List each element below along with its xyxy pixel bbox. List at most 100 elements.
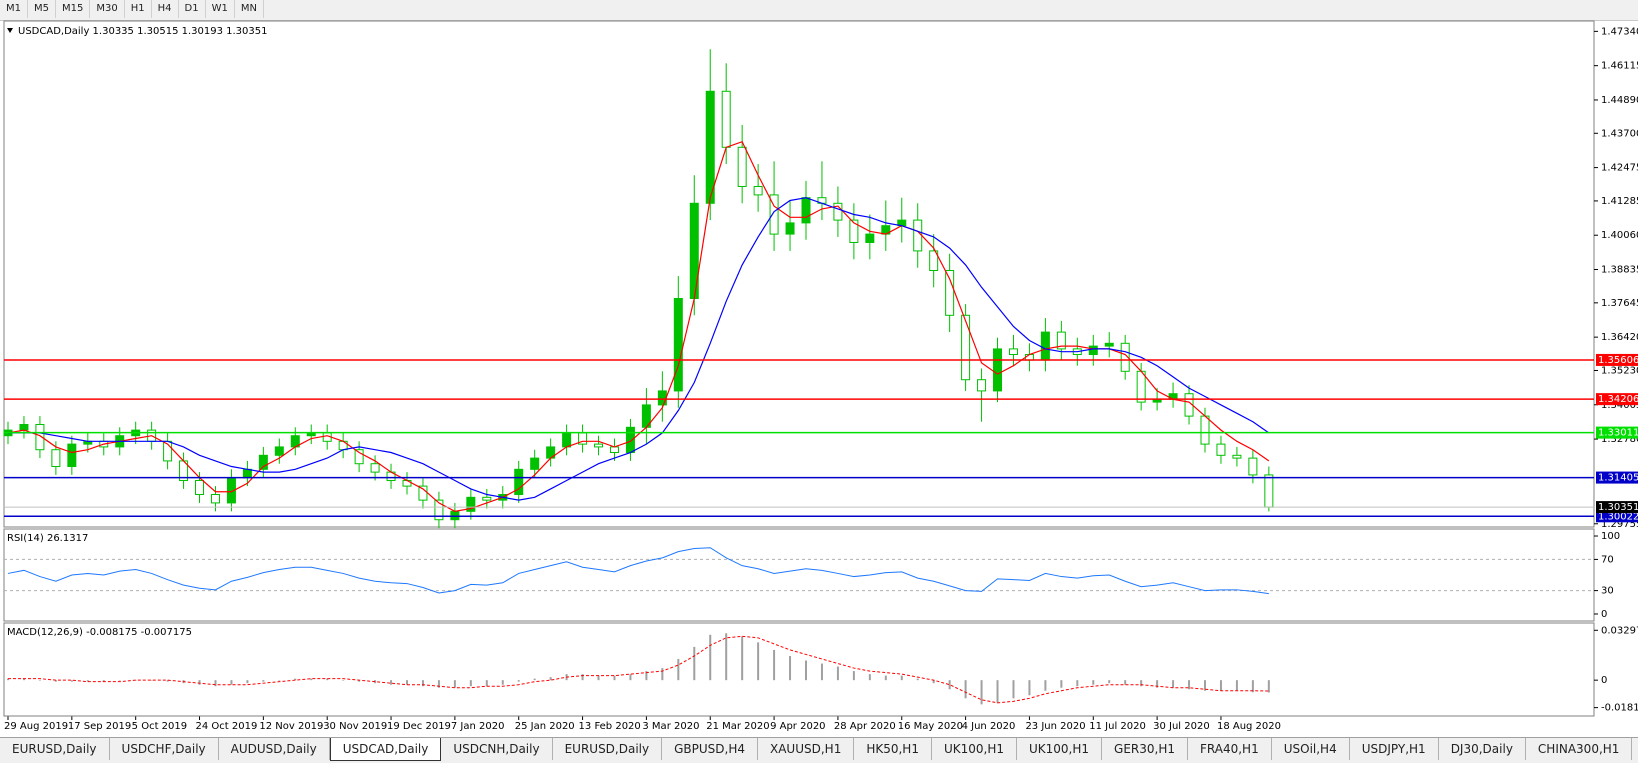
timeframe-button[interactable]: H1 [125, 0, 152, 18]
candle-body [785, 222, 795, 235]
timeframe-button[interactable]: M5 [28, 0, 56, 18]
chart-tab[interactable]: CHINA300,H1 [1526, 738, 1633, 760]
macd-bar [86, 680, 89, 682]
macd-bar [836, 666, 839, 681]
chart-tab[interactable]: GBPUSD,H4 [662, 738, 758, 760]
macd-bar [693, 646, 696, 681]
macd-bar [230, 680, 233, 685]
macd-bar [1267, 680, 1270, 693]
level-label-box [1596, 393, 1638, 406]
y-tick-label: 0.032977 [1601, 625, 1638, 636]
macd-bar [358, 680, 361, 682]
y-tick-label: 1.36420 [1601, 332, 1638, 343]
candle-body [274, 446, 284, 456]
level-label: 1.33011 [1598, 428, 1638, 439]
macd-bar [517, 680, 520, 682]
macd-bar [773, 649, 776, 681]
macd-bar [150, 680, 153, 681]
candle-body [609, 446, 619, 454]
x-tick-label: 5 Oct 2019 [132, 721, 187, 732]
macd-bar [1172, 680, 1175, 688]
macd-bar [964, 680, 967, 699]
chart-tab[interactable]: EURUSD,Daily [0, 738, 110, 760]
candle-body [242, 468, 252, 479]
macd-bar [390, 680, 393, 685]
y-tick-label: 30 [1601, 586, 1614, 597]
candle-body [945, 269, 955, 316]
macd-bar [7, 678, 9, 681]
chart-tab[interactable]: HK50,H1 [854, 738, 932, 760]
y-tick-label: 0 [1601, 675, 1607, 686]
macd-bar [294, 678, 297, 681]
macd-bar [326, 678, 329, 681]
macd-bar [118, 680, 121, 681]
candle-body [1008, 348, 1018, 356]
macd-bar [262, 680, 265, 682]
panel-frame [3, 622, 1595, 717]
chart-tab[interactable]: EURUSD,Daily [553, 738, 663, 760]
title-arrow [7, 28, 13, 33]
macd-bar [310, 678, 313, 681]
candle-body [769, 194, 779, 235]
timeframe-button[interactable]: M30 [90, 0, 125, 18]
timeframe-button[interactable]: H4 [152, 0, 179, 18]
y-tick-label: 1.32780 [1601, 434, 1638, 445]
macd-bar [501, 680, 504, 685]
macd-bar [1092, 680, 1095, 685]
timeframe-toolbar: M1 M5 M15 M30 H1 H4 D1 W1 MN [0, 0, 1638, 21]
chart-tab[interactable]: USDJPY,H1 [1350, 738, 1439, 760]
chart-tab[interactable]: USDCNH,Daily [441, 738, 553, 760]
macd-bar [453, 680, 456, 688]
chart-tab[interactable]: UK100,H1 [932, 738, 1017, 760]
panel-frame [3, 528, 1595, 622]
x-tick-label: 4 Jun 2020 [962, 721, 1016, 732]
candle-body [865, 233, 875, 243]
macd-bar [932, 680, 935, 684]
y-tick-label: 0 [1601, 609, 1607, 620]
macd-bar [533, 678, 536, 681]
chart-tab[interactable]: USOil,H4 [1272, 738, 1350, 760]
chart-tab[interactable]: UK100,H1 [1017, 738, 1103, 760]
candle-body [705, 90, 715, 204]
rsi-line [7, 547, 1269, 595]
candle-body [530, 457, 540, 470]
macd-bar [1060, 680, 1063, 688]
level-label-box [1596, 353, 1638, 366]
chart-tab[interactable]: USOil,H1 [1632, 738, 1638, 760]
chart-tab[interactable]: GER30,H1 [1102, 738, 1188, 760]
candle-body [721, 90, 731, 148]
candle-body [977, 379, 987, 392]
macd-bar [597, 675, 600, 681]
candle-body [1088, 345, 1098, 356]
timeframe-button[interactable]: M15 [56, 0, 91, 18]
candle-body [19, 424, 29, 431]
x-tick-label: 28 Apr 2020 [834, 721, 896, 732]
chart-tab[interactable]: USDCHF,Daily [110, 738, 219, 760]
timeframe-button[interactable]: MN [235, 0, 264, 18]
chart-tab[interactable]: FRA40,H1 [1188, 738, 1272, 760]
level-label: 1.35606 [1598, 355, 1638, 366]
chart-tab[interactable]: DJ30,Daily [1439, 738, 1526, 760]
x-tick-label: 16 May 2020 [898, 721, 963, 732]
macd-bar [581, 674, 584, 681]
chart-tab[interactable]: USDCAD,Daily [329, 738, 442, 761]
macd-bar [948, 680, 951, 690]
candle-body [370, 463, 380, 473]
x-tick-label: 3 Mar 2020 [642, 721, 699, 732]
candle-body [514, 468, 524, 496]
timeframe-button[interactable]: D1 [179, 0, 206, 18]
timeframe-button[interactable]: M1 [0, 0, 28, 18]
last-price-label: 1.30351 [1598, 502, 1638, 513]
macd-bar [421, 680, 424, 687]
x-tick-label: 30 Jul 2020 [1153, 721, 1210, 732]
chart-tab[interactable]: AUDUSD,Daily [219, 738, 330, 760]
candle-body [1216, 443, 1226, 456]
timeframe-button[interactable]: W1 [206, 0, 235, 18]
y-tick-label: -0.018154 [1601, 703, 1638, 714]
macd-bar [22, 678, 25, 681]
macd-bar [677, 658, 680, 681]
x-tick-label: 29 Aug 2019 [4, 721, 68, 732]
chart-tab[interactable]: XAUUSD,H1 [758, 738, 855, 760]
macd-bar [198, 680, 201, 685]
